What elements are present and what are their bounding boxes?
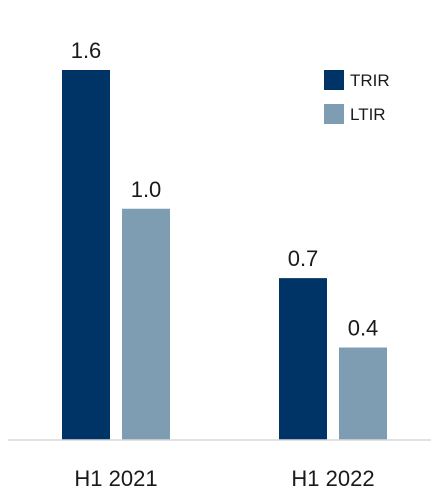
x-axis-ticks: H1 2021 H1 2022 xyxy=(74,466,374,491)
bar-ltir-h1-2022 xyxy=(339,347,387,440)
legend-swatch-trir xyxy=(324,70,344,90)
legend-swatch-ltir xyxy=(324,104,344,124)
legend-label-ltir: LTIR xyxy=(350,105,386,124)
bars-layer xyxy=(62,70,387,440)
data-label-trir-h1-2022: 0.7 xyxy=(288,246,319,271)
x-tick-label: H1 2022 xyxy=(291,466,374,491)
bar-trir-h1-2021 xyxy=(62,70,110,440)
data-label-trir-h1-2021: 1.6 xyxy=(71,38,102,63)
x-tick-label: H1 2021 xyxy=(74,466,157,491)
value-labels-layer: 1.6 1.0 0.7 0.4 xyxy=(71,38,379,341)
bar-trir-h1-2022 xyxy=(279,278,327,440)
legend: TRIR LTIR xyxy=(324,70,390,124)
legend-label-trir: TRIR xyxy=(350,71,390,90)
data-label-ltir-h1-2021: 1.0 xyxy=(131,177,162,202)
bar-ltir-h1-2021 xyxy=(122,208,170,440)
data-label-ltir-h1-2022: 0.4 xyxy=(348,316,379,341)
